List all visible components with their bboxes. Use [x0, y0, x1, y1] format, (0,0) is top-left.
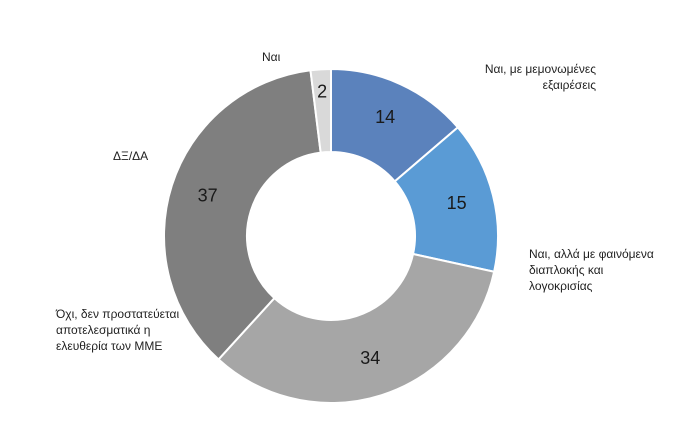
data-label: 34	[360, 348, 380, 368]
data-label: 14	[375, 107, 395, 127]
donut-slice	[163, 69, 322, 361]
category-label-oxi: Όχι, δεν προστατεύεται αποτελεσματικά η …	[56, 307, 180, 353]
data-label: 37	[198, 185, 218, 205]
category-label-nai: Ναι	[262, 50, 281, 64]
category-label-nai-diaploki: Ναι, αλλά με φαινόμενα διαπλοκής και λογ…	[529, 247, 654, 293]
data-label: 2	[317, 82, 327, 102]
category-label-nai-exceptions: Ναι, με μεμονωμένες εξαιρέσεις	[484, 62, 596, 92]
data-label: 15	[447, 193, 467, 213]
donut-slice	[309, 67, 332, 154]
donut-slice	[217, 252, 496, 404]
category-label-dk-na: ΔΞ/ΔΑ	[113, 149, 149, 163]
